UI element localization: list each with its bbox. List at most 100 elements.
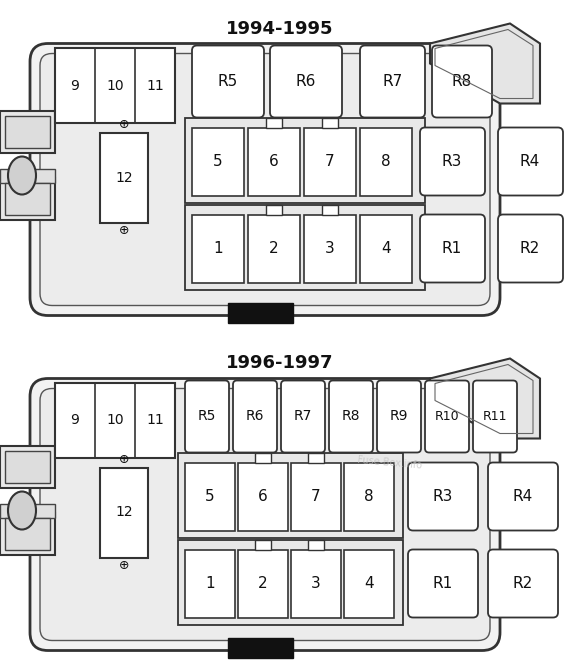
Text: 6: 6: [269, 154, 279, 169]
Text: 5: 5: [205, 489, 215, 504]
Text: 1: 1: [213, 241, 223, 256]
Bar: [5, 115, 50, 147]
Text: R5: R5: [218, 74, 238, 89]
Text: 10: 10: [106, 413, 124, 427]
Bar: [344, 549, 394, 618]
Polygon shape: [430, 23, 540, 103]
Bar: [185, 462, 235, 531]
Bar: [266, 117, 282, 127]
Text: ⊕: ⊕: [119, 118, 129, 131]
FancyBboxPatch shape: [329, 381, 373, 452]
Bar: [304, 214, 356, 283]
Bar: [308, 539, 324, 549]
Text: R7: R7: [382, 74, 403, 89]
Text: R6: R6: [246, 409, 264, 423]
Ellipse shape: [8, 492, 36, 529]
Text: R3: R3: [442, 154, 462, 169]
Text: 2: 2: [258, 576, 268, 591]
Text: 6: 6: [258, 489, 268, 504]
Bar: [178, 452, 403, 537]
Text: ⊕: ⊕: [119, 453, 129, 466]
Text: R8: R8: [452, 74, 472, 89]
Bar: [322, 117, 338, 127]
FancyBboxPatch shape: [473, 381, 517, 452]
Text: ⊕: ⊕: [119, 224, 129, 237]
Bar: [0, 168, 55, 182]
Bar: [192, 214, 244, 283]
Bar: [304, 127, 356, 196]
Text: 10: 10: [106, 78, 124, 92]
Bar: [360, 127, 412, 196]
Bar: [238, 549, 288, 618]
FancyBboxPatch shape: [498, 127, 563, 196]
Text: 2: 2: [269, 241, 279, 256]
Text: R2: R2: [520, 241, 540, 256]
Text: 5: 5: [213, 154, 223, 169]
Bar: [100, 133, 148, 222]
Text: 8: 8: [364, 489, 374, 504]
Bar: [100, 468, 148, 557]
FancyBboxPatch shape: [185, 381, 229, 452]
Bar: [178, 539, 403, 624]
Bar: [0, 178, 55, 220]
Text: 1994-1995: 1994-1995: [226, 19, 334, 38]
Bar: [0, 446, 55, 488]
Text: R1: R1: [442, 241, 462, 256]
Bar: [248, 127, 300, 196]
Bar: [0, 513, 55, 555]
Text: R7: R7: [294, 409, 312, 423]
Text: 9: 9: [71, 78, 79, 92]
Bar: [228, 302, 293, 322]
FancyBboxPatch shape: [40, 54, 490, 306]
Bar: [5, 182, 50, 214]
Bar: [185, 204, 425, 289]
Text: 9: 9: [71, 413, 79, 427]
Bar: [291, 462, 341, 531]
Text: 8: 8: [381, 154, 391, 169]
Text: R10: R10: [434, 410, 459, 423]
FancyBboxPatch shape: [425, 381, 469, 452]
Bar: [185, 549, 235, 618]
Text: 7: 7: [311, 489, 321, 504]
Text: 11: 11: [146, 413, 164, 427]
FancyBboxPatch shape: [488, 549, 558, 618]
Bar: [255, 452, 271, 462]
Text: 1: 1: [205, 576, 215, 591]
Text: 7: 7: [325, 154, 335, 169]
Polygon shape: [430, 358, 540, 438]
Bar: [255, 539, 271, 549]
Bar: [185, 117, 425, 202]
FancyBboxPatch shape: [488, 462, 558, 531]
Bar: [291, 549, 341, 618]
Text: Fuse-Box.info: Fuse-Box.info: [357, 455, 423, 470]
FancyBboxPatch shape: [408, 462, 478, 531]
Text: 11: 11: [146, 78, 164, 92]
FancyBboxPatch shape: [30, 44, 500, 316]
Bar: [0, 503, 55, 517]
Bar: [322, 204, 338, 214]
FancyBboxPatch shape: [233, 381, 277, 452]
FancyBboxPatch shape: [420, 127, 485, 196]
Bar: [192, 127, 244, 196]
Bar: [0, 111, 55, 153]
FancyBboxPatch shape: [498, 214, 563, 283]
FancyBboxPatch shape: [432, 46, 492, 117]
Bar: [308, 452, 324, 462]
Text: R8: R8: [342, 409, 360, 423]
Text: R11: R11: [483, 410, 508, 423]
Text: R6: R6: [296, 74, 316, 89]
FancyBboxPatch shape: [270, 46, 342, 117]
Text: 3: 3: [311, 576, 321, 591]
Ellipse shape: [8, 157, 36, 194]
FancyBboxPatch shape: [377, 381, 421, 452]
Text: 1996-1997: 1996-1997: [226, 354, 334, 373]
Text: R3: R3: [433, 489, 453, 504]
Bar: [248, 214, 300, 283]
FancyBboxPatch shape: [30, 379, 500, 651]
Text: R1: R1: [433, 576, 453, 591]
Text: 4: 4: [364, 576, 374, 591]
Bar: [5, 517, 50, 549]
Text: R4: R4: [520, 154, 540, 169]
Bar: [5, 450, 50, 482]
Text: R2: R2: [513, 576, 533, 591]
